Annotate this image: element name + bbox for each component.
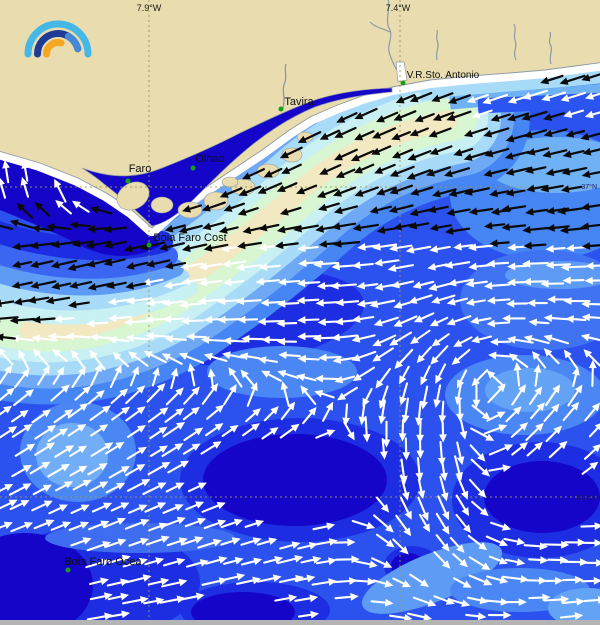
place-labels: Faro Olhao Tavira V.R.Sto. Antonio Boia … (64, 70, 479, 568)
label-olhao: Olhao (195, 153, 224, 165)
rivers (282, 0, 553, 109)
graticule-labels: 7.9°W 7.4°W 37°N 36.5°N (137, 3, 597, 502)
station-dot-tavira (278, 106, 284, 112)
current-arrow-shafts-white (0, 89, 600, 621)
current-arrow-shafts-black (0, 73, 600, 340)
bottom-frame-strip (0, 620, 600, 625)
label-vrsa: V.R.Sto. Antonio (407, 70, 480, 81)
current-arrow-heads-white (0, 92, 600, 622)
station-dot-boia-cost (146, 242, 152, 248)
label-lat-37n: 37°N (581, 183, 597, 191)
current-arrow-heads-black (0, 74, 592, 342)
current-arrows (0, 73, 600, 622)
guadiana-estuary (395, 61, 408, 83)
tavira-river (282, 63, 287, 109)
station-dot-olhao (190, 165, 196, 171)
station-dot-boia-ocea (65, 567, 71, 573)
land-layer (0, 0, 600, 236)
guadiana-river (386, 0, 402, 81)
label-lon-74w: 7.4°W (386, 3, 411, 13)
logo-arc-blue (64, 32, 82, 53)
station-dot-vrsa (400, 80, 406, 86)
station-dot-faro (125, 178, 131, 184)
label-boia-faro-ocea: Boia Faro Ocea (64, 556, 142, 568)
label-lon-79w: 7.9°W (137, 3, 162, 13)
stations (65, 80, 406, 573)
label-boia-faro-cost: Boia Faro Cost (153, 232, 226, 244)
logo-arc-orange (43, 39, 65, 58)
label-lat-365n: 36.5°N (576, 494, 597, 502)
label-faro: Faro (129, 163, 152, 175)
nearshore-navy-wedge (0, 153, 160, 256)
coastline (0, 62, 600, 229)
rainbow-logo (24, 20, 92, 58)
logo-arc-cyan (24, 20, 92, 58)
label-tavira: Tavira (284, 96, 314, 108)
lagoon (81, 87, 393, 227)
